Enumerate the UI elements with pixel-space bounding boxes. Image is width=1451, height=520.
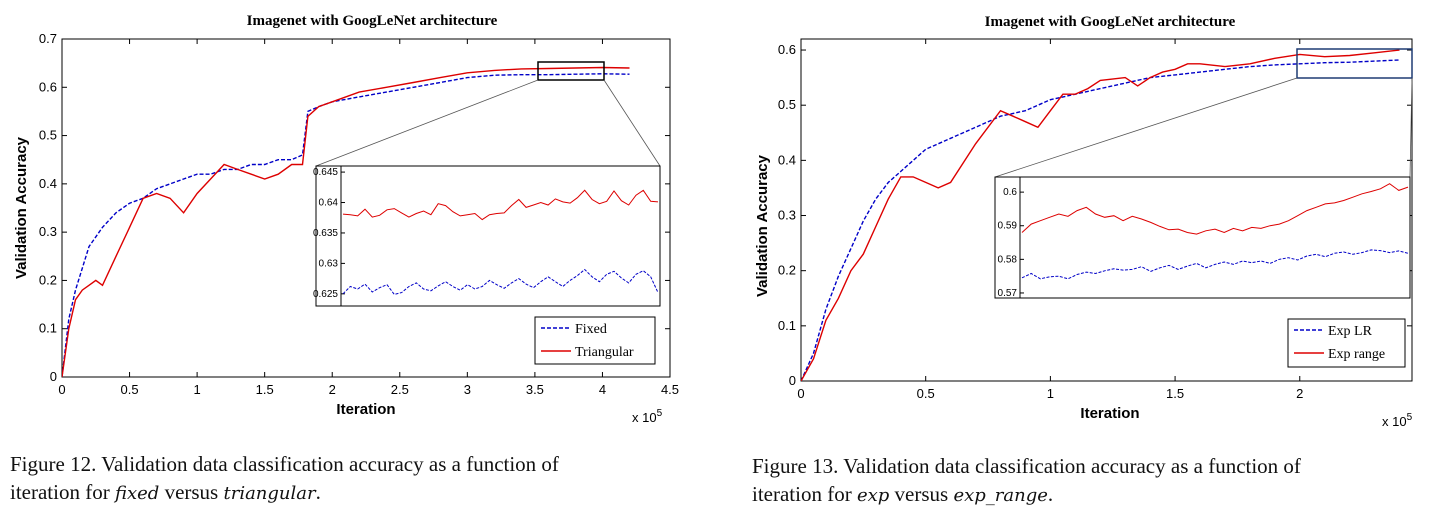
x-axis-multiplier-exponent: 5 xyxy=(1407,412,1413,423)
x-tick-label: 2 xyxy=(1296,386,1303,401)
inset-y-tick-label: 0.625 xyxy=(313,289,338,300)
x-tick-label: 0 xyxy=(797,386,804,401)
x-axis-label: Iteration xyxy=(336,401,395,418)
x-axis-multiplier: x 105 xyxy=(632,408,663,425)
caption-text: versus xyxy=(889,482,954,506)
plot-area-frame xyxy=(61,38,671,378)
inset-plot-frame xyxy=(315,165,661,307)
inset-y-tick-label: 0.57 xyxy=(998,288,1018,299)
zoom-connector-line xyxy=(1409,77,1413,178)
caption-text: versus xyxy=(159,480,224,504)
chart-title: Imagenet with GoogLeNet architecture xyxy=(247,13,498,29)
inset-y-tick-label: 0.59 xyxy=(998,221,1018,232)
caption-term: triangular xyxy=(223,483,316,504)
zoom-connector-line xyxy=(603,79,661,167)
y-tick-label: 0.6 xyxy=(39,79,57,94)
series-line-secondary xyxy=(62,66,630,377)
legend-label: Triangular xyxy=(575,345,634,360)
inset-series-line xyxy=(1021,249,1409,280)
legend-label: Fixed xyxy=(575,322,607,337)
x-tick-label: 3.5 xyxy=(526,382,544,397)
zoom-connector-line xyxy=(994,77,1298,178)
inset-y-tick-label: 0.635 xyxy=(313,228,338,239)
caption-line-1: Figure 13. Validation data classificatio… xyxy=(752,454,1301,478)
zoom-region-box xyxy=(1296,48,1413,79)
x-tick-label: 1.5 xyxy=(256,382,274,397)
caption-figure-13: Figure 13. Validation data classificatio… xyxy=(752,452,1301,510)
chart-fixed-vs-triangular: Imagenet with GoogLeNet architecture 0 0.5… xyxy=(13,13,679,425)
inset-plot-frame xyxy=(994,176,1411,299)
y-tick-label: 0 xyxy=(789,373,796,388)
y-tick-label: 0 xyxy=(50,369,57,384)
y-axis-label: Validation Accuracy xyxy=(13,136,30,279)
y-tick-label: 0.7 xyxy=(39,31,57,46)
zoom-region-box xyxy=(537,61,605,81)
x-tick-label: 1.5 xyxy=(1166,386,1184,401)
inset-y-tick-label: 0.63 xyxy=(319,258,339,269)
y-tick-label: 0.3 xyxy=(39,224,57,239)
caption-text: iteration for xyxy=(752,482,857,506)
caption-text: . xyxy=(315,480,321,504)
legend-label: Exp range xyxy=(1328,347,1385,362)
x-tick-label: 1 xyxy=(1047,386,1054,401)
chart-title: Imagenet with GoogLeNet architecture xyxy=(985,14,1236,30)
x-tick-label: 0.5 xyxy=(917,386,935,401)
x-tick-label: 2.5 xyxy=(391,382,409,397)
y-tick-label: 0.3 xyxy=(778,208,796,223)
caption-text: . xyxy=(1047,482,1054,506)
x-axis-label: Iteration xyxy=(1080,405,1139,422)
legend-label: Exp LR xyxy=(1328,324,1373,339)
legend-box xyxy=(534,316,656,365)
x-tick-label: 0 xyxy=(58,382,65,397)
y-tick-label: 0.4 xyxy=(778,152,796,167)
y-axis-label: Validation Accuracy xyxy=(754,154,771,297)
y-tick-label: 0.6 xyxy=(778,42,796,57)
y-tick-label: 0.5 xyxy=(39,128,57,143)
x-tick-label: 4.5 xyxy=(661,382,679,397)
caption-term: exp xyxy=(856,485,890,506)
x-axis-multiplier: x 105 xyxy=(1382,412,1413,429)
caption-figure-12: Figure 12. Validation data classificatio… xyxy=(10,450,559,508)
legend-box xyxy=(1287,318,1406,368)
plot-area-frame xyxy=(800,38,1413,382)
caption-text: iteration for xyxy=(10,480,115,504)
x-axis-multiplier-exponent: 5 xyxy=(657,408,663,419)
y-tick-label: 0.5 xyxy=(778,97,796,112)
inset-y-tick-label: 0.64 xyxy=(319,198,339,209)
x-tick-label: 2 xyxy=(329,382,336,397)
inset-y-tick-label: 0.58 xyxy=(998,254,1018,265)
x-tick-label: 1 xyxy=(193,382,200,397)
caption-term: exp_range xyxy=(953,485,1048,506)
series-line-secondary xyxy=(801,49,1400,381)
chart-exp-vs-exp-range: Imagenet with GoogLeNet architecture 0 0.5… xyxy=(754,14,1413,429)
caption-term: fixed xyxy=(114,483,160,504)
inset-series-line xyxy=(342,268,659,295)
x-tick-label: 4 xyxy=(599,382,606,397)
y-tick-label: 0.1 xyxy=(39,321,57,336)
y-tick-label: 0.2 xyxy=(778,263,796,278)
y-tick-label: 0.4 xyxy=(39,176,57,191)
inset-series-line xyxy=(1021,183,1409,235)
zoom-connector-line xyxy=(315,79,539,167)
y-tick-label: 0.1 xyxy=(778,318,796,333)
x-tick-label: 3 xyxy=(464,382,471,397)
caption-line-1: Figure 12. Validation data classificatio… xyxy=(10,452,559,476)
y-tick-label: 0.2 xyxy=(39,272,57,287)
inset-y-tick-label: 0.6 xyxy=(1003,187,1017,198)
x-tick-label: 0.5 xyxy=(121,382,139,397)
series-line-primary xyxy=(62,73,630,377)
inset-y-tick-label: 0.645 xyxy=(313,167,338,178)
inset-series-line xyxy=(342,189,659,221)
